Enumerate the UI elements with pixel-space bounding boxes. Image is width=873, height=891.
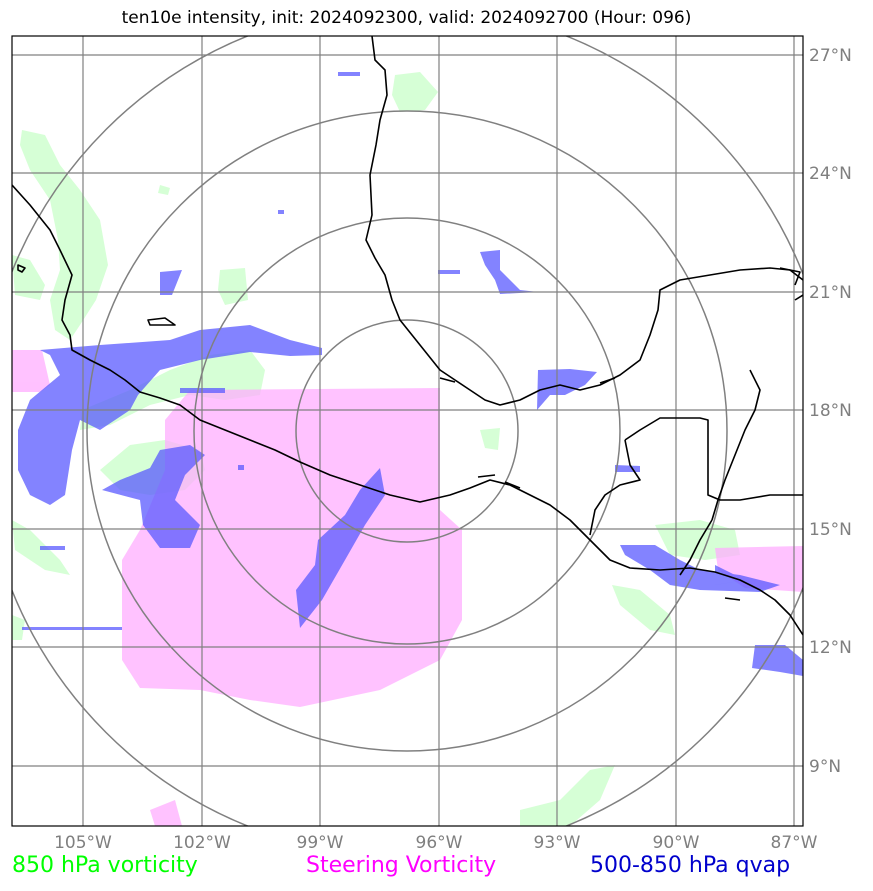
map-frame [11, 35, 804, 827]
lat-label-18: 18°N [809, 401, 852, 421]
steering-vorticity-layer [12, 350, 803, 826]
legend-steering-vorticity: Steering Vorticity [306, 853, 497, 878]
lat-label-15: 15°N [809, 520, 852, 540]
lon-label-90: 90°W [653, 833, 700, 853]
lon-label-99: 99°W [297, 833, 344, 853]
lon-label-87: 87°W [771, 833, 818, 853]
lon-label-105: 105°W [54, 833, 112, 853]
range-rings [12, 36, 803, 826]
graticule [12, 36, 803, 826]
legend-vorticity-850: 850 hPa vorticity [12, 853, 198, 878]
lat-label-9: 9°N [809, 757, 841, 777]
legend-qvap: 500-850 hPa qvap [590, 853, 791, 878]
lon-label-102: 102°W [173, 833, 231, 853]
latitude-labels: 27°N 24°N 21°N 18°N 15°N 12°N 9°N [809, 46, 852, 777]
lat-label-21: 21°N [809, 283, 852, 303]
qvap-layer [18, 72, 803, 676]
lat-label-12: 12°N [809, 638, 852, 658]
longitude-labels: 105°W 102°W 99°W 96°W 93°W 90°W 87°W [54, 833, 818, 853]
lon-label-93: 93°W [534, 833, 581, 853]
lon-label-96: 96°W [416, 833, 463, 853]
lat-label-24: 24°N [809, 164, 852, 184]
lat-label-27: 27°N [809, 46, 852, 66]
coastlines [12, 36, 803, 636]
map-title: ten10e intensity, init: 2024092300, vali… [121, 8, 692, 28]
